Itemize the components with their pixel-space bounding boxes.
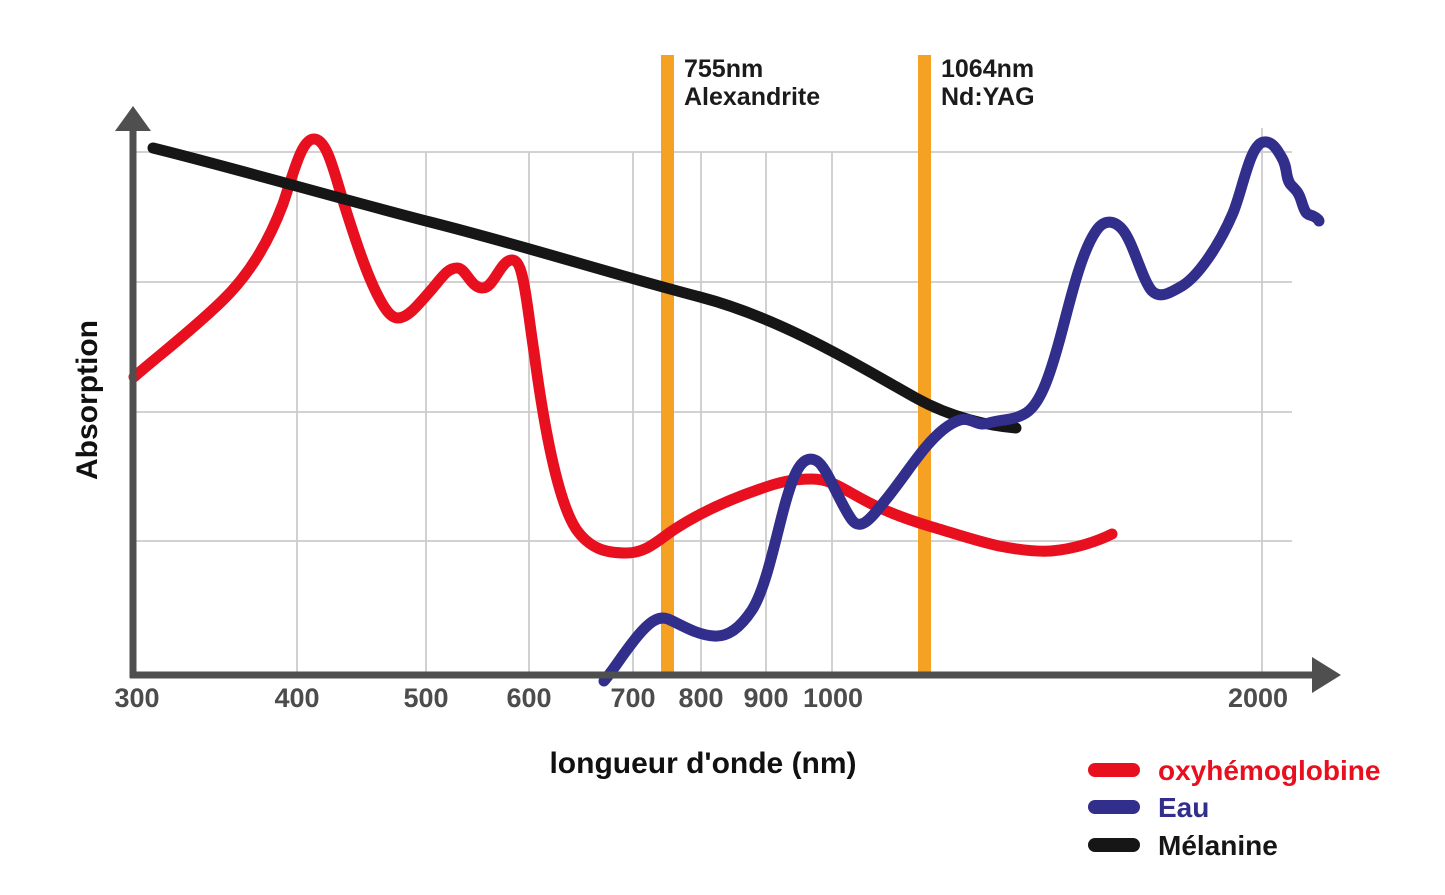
x-axis-arrow-icon [1312, 657, 1341, 693]
legend: oxyhémoglobine Eau Mélanine [1088, 755, 1380, 861]
laser-bar-annotations: 755nm Alexandrite 1064nm Nd:YAG [684, 55, 1035, 111]
x-tick-2000: 2000 [1228, 683, 1288, 713]
legend-label-melanine: Mélanine [1158, 830, 1278, 861]
x-tick-800: 800 [678, 683, 723, 713]
curve-oxyhemoglobine [128, 133, 1118, 559]
ndyag-name-label: Nd:YAG [941, 83, 1035, 111]
y-axis-arrow-icon [115, 106, 151, 131]
legend-swatch-melanine [1088, 838, 1140, 852]
x-tick-300: 300 [114, 683, 159, 713]
ndyag-wavelength-label: 1064nm [941, 55, 1034, 83]
gridlines [136, 128, 1292, 672]
x-tick-1000: 1000 [803, 683, 863, 713]
alexandrite-wavelength-label: 755nm [684, 55, 763, 83]
x-tick-900: 900 [743, 683, 788, 713]
x-tick-600: 600 [506, 683, 551, 713]
alexandrite-name-label: Alexandrite [684, 83, 820, 111]
x-tick-400: 400 [274, 683, 319, 713]
curve-melanine [147, 142, 1022, 434]
x-tick-labels: 300 400 500 600 700 800 900 1000 2000 [114, 683, 1288, 713]
x-tick-500: 500 [403, 683, 448, 713]
curve-eau [598, 136, 1325, 687]
axes [115, 106, 1341, 693]
x-tick-700: 700 [610, 683, 655, 713]
y-axis-title: Absorption [71, 320, 104, 480]
laser-bar-alexandrite [661, 55, 674, 672]
legend-swatch-oxyhemoglobine [1088, 763, 1140, 777]
legend-swatch-eau [1088, 800, 1140, 814]
legend-label-eau: Eau [1158, 792, 1209, 823]
x-axis-title: longueur d'onde (nm) [549, 747, 856, 780]
laser-bar-ndyag [918, 55, 931, 672]
legend-label-oxyhemoglobine: oxyhémoglobine [1158, 755, 1380, 786]
